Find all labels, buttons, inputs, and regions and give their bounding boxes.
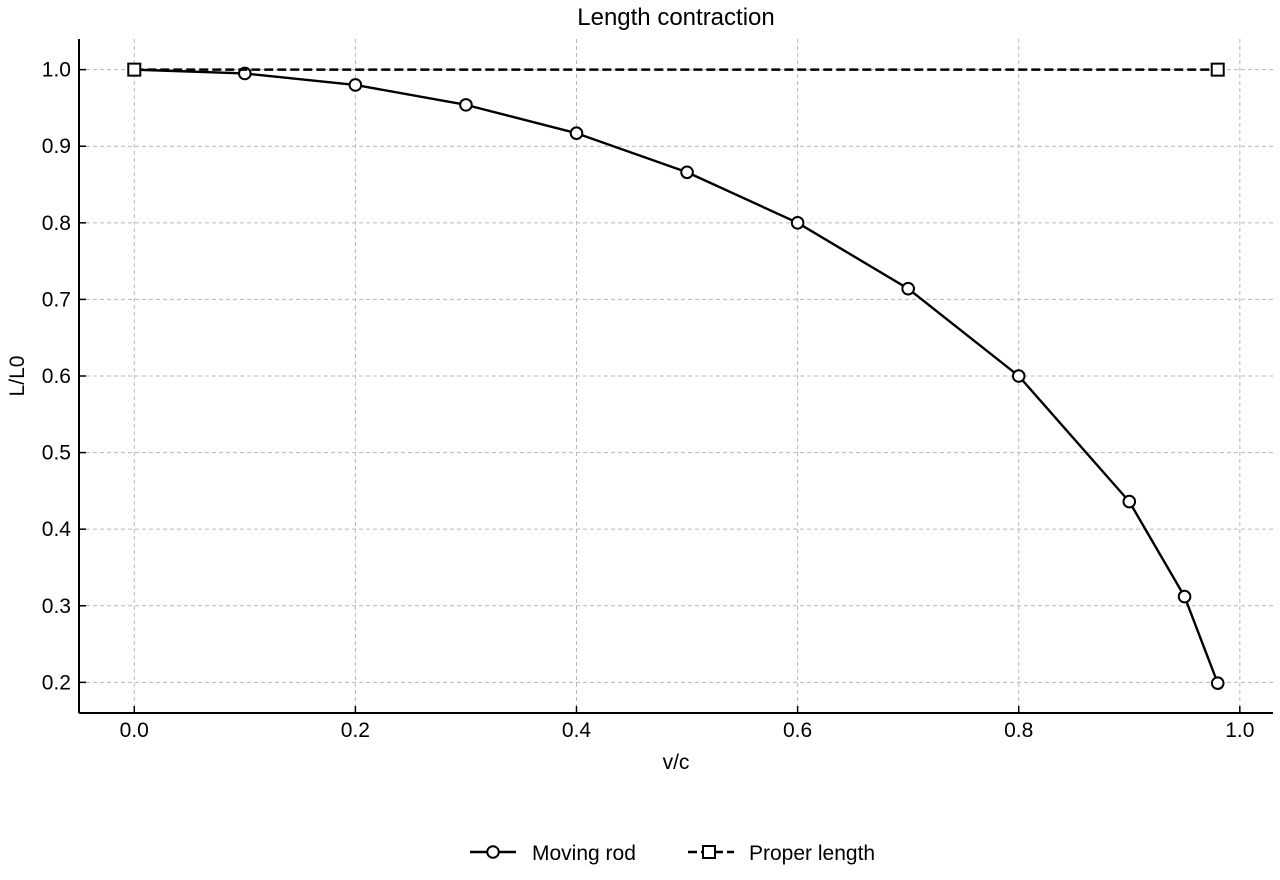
y-tick-label: 0.6 bbox=[42, 365, 71, 388]
y-axis-label: L/L0 bbox=[6, 356, 29, 397]
legend-marker-square bbox=[702, 845, 716, 859]
legend-label-moving-rod: Moving rod bbox=[532, 842, 636, 865]
data-point-proper-length bbox=[1210, 62, 1225, 77]
y-tick-label: 0.9 bbox=[42, 135, 71, 158]
y-tick-label: 1.0 bbox=[42, 59, 71, 82]
legend: Moving rod Proper length bbox=[470, 842, 875, 865]
chart-title: Length contraction bbox=[577, 4, 774, 31]
legend-item-proper-length: Proper length bbox=[688, 842, 875, 865]
x-ticks: 0.0 0.2 0.4 0.6 0.8 1.0 bbox=[120, 706, 1254, 742]
grid bbox=[79, 39, 1273, 713]
legend-label-proper-length: Proper length bbox=[749, 842, 875, 865]
x-tick-label: 0.6 bbox=[783, 719, 812, 742]
x-axis-label: v/c bbox=[663, 751, 690, 774]
y-ticks: 0.2 0.3 0.4 0.5 0.6 0.7 0.8 0.9 1.0 bbox=[42, 59, 86, 694]
data-point-proper-length bbox=[127, 62, 142, 77]
y-tick-label: 0.7 bbox=[42, 288, 71, 311]
x-tick-label: 0.4 bbox=[562, 719, 592, 742]
x-tick-label: 0.0 bbox=[120, 719, 149, 742]
data-point-moving-rod bbox=[459, 98, 473, 112]
data-point-moving-rod bbox=[1210, 676, 1225, 690]
data-point-moving-rod bbox=[680, 165, 694, 180]
x-tick-label: 0.2 bbox=[341, 719, 370, 742]
data-point-moving-rod bbox=[348, 78, 363, 92]
series-layer bbox=[127, 62, 1225, 690]
data-point-moving-rod bbox=[790, 216, 805, 230]
legend-item-moving-rod: Moving rod bbox=[470, 842, 636, 865]
data-point-moving-rod bbox=[1122, 494, 1137, 509]
y-tick-label: 0.2 bbox=[42, 671, 71, 694]
data-point-moving-rod bbox=[901, 281, 915, 296]
data-point-moving-rod bbox=[1177, 589, 1192, 604]
legend-marker-circle bbox=[486, 845, 500, 859]
x-tick-label: 1.0 bbox=[1225, 719, 1254, 742]
y-tick-label: 0.3 bbox=[42, 595, 71, 618]
y-tick-label: 0.5 bbox=[42, 442, 71, 465]
data-point-moving-rod bbox=[569, 126, 584, 141]
series-line-moving-rod bbox=[134, 68, 1219, 684]
y-tick-label: 0.8 bbox=[42, 212, 71, 235]
data-point-moving-rod bbox=[1011, 369, 1026, 383]
y-tick-label: 0.4 bbox=[42, 518, 72, 541]
x-tick-label: 0.8 bbox=[1004, 719, 1033, 742]
